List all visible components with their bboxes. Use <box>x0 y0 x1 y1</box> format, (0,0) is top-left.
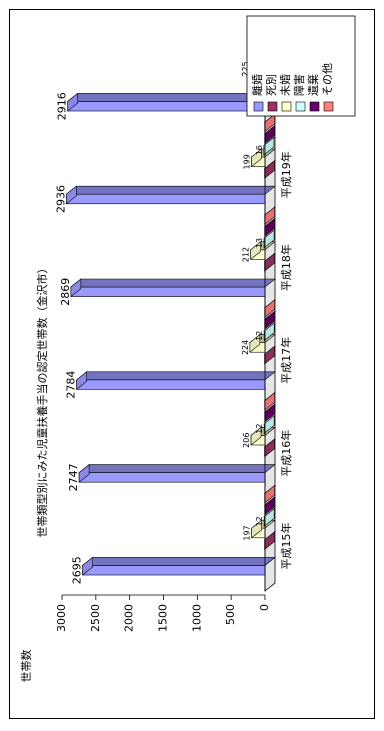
data-label: 2869 <box>59 278 72 306</box>
data-label: 2784 <box>65 371 78 399</box>
y-axis-label: 世帯数 <box>20 650 33 683</box>
legend-label: 遺棄 <box>306 74 320 96</box>
legend-label: 死別 <box>265 74 278 96</box>
bar-depth <box>70 278 276 288</box>
data-label: 13 <box>255 238 264 248</box>
data-label: 12 <box>255 516 264 526</box>
legend-swatch-離婚 <box>253 101 264 112</box>
category-axis: 平成15年平成16年平成17年平成18年平成19年平成20年 <box>279 59 293 570</box>
data-label: 12 <box>255 424 264 434</box>
bar-離婚-平成17年 <box>76 379 266 390</box>
data-label: 16 <box>255 145 264 155</box>
data-label: 2916 <box>56 92 69 120</box>
bar-離婚-平成18年 <box>70 286 266 297</box>
legend-swatch-遺棄 <box>309 101 320 112</box>
legend-swatch-死別 <box>267 101 278 112</box>
data-label: 224 <box>241 340 250 355</box>
category-label: 平成15年 <box>279 523 293 570</box>
bar-cap <box>70 278 82 298</box>
bar-cap <box>263 229 275 249</box>
bar-cap <box>66 185 77 205</box>
bar-cap <box>78 463 90 483</box>
data-label: 206 <box>242 433 251 448</box>
y-tick-label: 500 <box>224 604 237 625</box>
bar-depth <box>78 464 276 473</box>
bar-cap <box>250 426 262 446</box>
y-tick-label: 2000 <box>123 604 136 632</box>
chart-frame <box>9 9 375 719</box>
legend-label: 離婚 <box>250 74 264 96</box>
bar-depth <box>65 185 276 195</box>
bar-cap <box>76 371 87 391</box>
bar-離婚-平成19年 <box>66 193 266 205</box>
bar-cap <box>263 507 275 527</box>
bar-depth <box>66 93 276 102</box>
y-tick-label: 1000 <box>190 604 203 632</box>
data-label: 2936 <box>54 185 67 213</box>
data-label: 2695 <box>71 556 84 584</box>
chart-title: 世帯類型別にみた児童扶養手当の認定世帯数（金沢市） <box>35 263 49 538</box>
category-label: 平成17年 <box>279 337 293 384</box>
bar-cap <box>249 333 261 353</box>
legend-label: 未婚 <box>278 74 292 96</box>
data-labels: 2695197122747206122784224122869212132936… <box>54 52 264 584</box>
data-label: 2747 <box>67 463 80 491</box>
bar-cap <box>263 415 275 435</box>
legend-swatch-未婚 <box>281 101 292 112</box>
bar-離婚-平成15年 <box>82 565 266 576</box>
data-label: 212 <box>242 247 251 262</box>
legend: 離婚 死別 未婚 障害 遺棄 その他 <box>246 15 356 117</box>
data-label: 12 <box>255 331 264 341</box>
legend-box <box>246 15 356 117</box>
y-tick-label: 2500 <box>89 604 102 632</box>
data-label: 225 <box>241 61 250 76</box>
bar-depth <box>81 557 276 566</box>
bar-離婚-平成20年 <box>67 101 266 112</box>
legend-swatch-その他 <box>323 101 334 112</box>
bar-depth <box>75 371 276 381</box>
y-tick-label: 3000 <box>55 604 68 632</box>
legend-label: 障害 <box>292 74 306 96</box>
legend-swatch-障害 <box>295 101 306 112</box>
value-axis: 0 500 1000 1500 2000 2500 3000 <box>55 34 271 632</box>
bar-cap <box>251 519 262 539</box>
bar-cap <box>251 148 262 168</box>
bar-cap <box>67 92 78 112</box>
data-label: 199 <box>243 154 252 169</box>
y-tick-label: 1500 <box>157 604 170 632</box>
plot-area <box>65 20 276 592</box>
bar-cap <box>82 556 93 576</box>
y-tick-label: 0 <box>258 604 271 611</box>
bar-cap <box>263 322 275 342</box>
data-label: 197 <box>243 525 252 540</box>
category-label: 平成19年 <box>279 151 293 198</box>
category-label: 平成18年 <box>279 244 293 291</box>
bar-離婚-平成16年 <box>78 472 266 483</box>
legend-label: その他 <box>321 63 334 96</box>
category-label: 平成16年 <box>279 430 293 477</box>
bar-cap <box>263 136 275 156</box>
bar-cap <box>250 241 261 261</box>
